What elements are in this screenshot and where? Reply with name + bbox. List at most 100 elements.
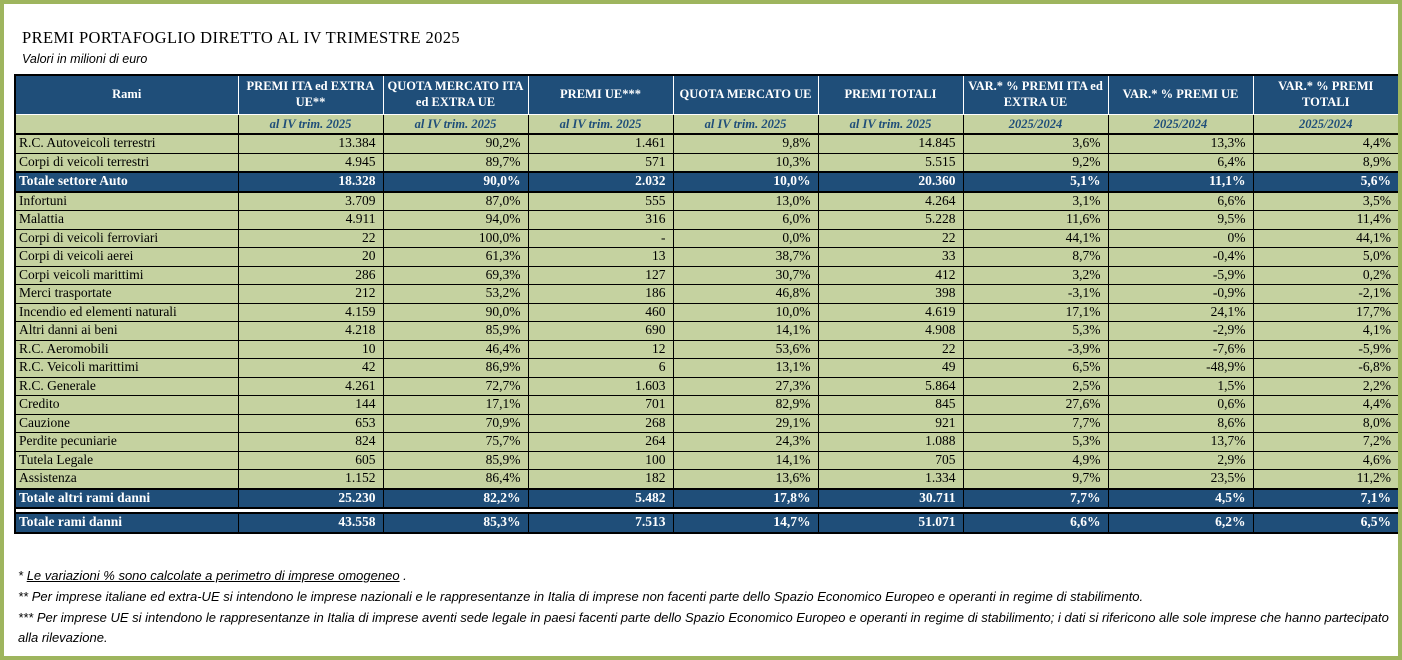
footnote-marker: *** [18, 609, 34, 625]
cell-value: 4.619 [817, 302, 964, 322]
cell-value: 90,0% [382, 302, 529, 322]
cell-value: 20.360 [817, 171, 964, 193]
cell-value: -3,9% [962, 339, 1109, 359]
cell-value: 17,1% [962, 302, 1109, 322]
cell-value: 9,7% [962, 469, 1109, 489]
row-label: Altri danni ai beni [14, 321, 239, 341]
cell-value: 3,6% [962, 133, 1109, 154]
cell-value: 0,6% [1107, 395, 1254, 415]
row-label: R.C. Veicoli marittimi [14, 358, 239, 378]
footnote-text: Per imprese italiane ed extra-UE si inte… [31, 588, 1144, 604]
cell-value: 46,8% [672, 284, 819, 304]
cell-value: 3,1% [962, 191, 1109, 211]
cell-value: 1.088 [817, 432, 964, 452]
cell-value: 10,0% [672, 171, 819, 193]
column-header: QUOTA MERCATO UE [672, 74, 819, 115]
column-subheader: 2025/2024 [962, 114, 1109, 135]
header-row-sub: al IV trim. 2025 al IV trim. 2025 al IV tr… [14, 114, 1398, 135]
cell-value: -0,9% [1107, 284, 1254, 304]
cell-value: 7,1% [1252, 487, 1398, 509]
table-row: R.C. Generale 4.261 72,7% 1.603 27,3% 5.864 2,… [14, 376, 1398, 396]
column-header: VAR.* % PREMI ITA ed EXTRA UE [962, 74, 1109, 115]
table-row: R.C. Veicoli marittimi 42 86,9% 6 13,1% 49 6,5… [14, 358, 1398, 378]
cell-value: 13.384 [237, 133, 384, 154]
cell-value: 4,4% [1252, 395, 1398, 415]
cell-value: 10,0% [672, 302, 819, 322]
cell-value: 7,7% [962, 487, 1109, 509]
cell-value: -5,9% [1107, 265, 1254, 285]
cell-value: 1,5% [1107, 376, 1254, 396]
cell-value: 13,0% [672, 191, 819, 211]
table-row: Corpi di veicoli terrestri 4.945 89,7% 571 1… [14, 152, 1398, 173]
cell-value: 824 [237, 432, 384, 452]
cell-value: 286 [237, 265, 384, 285]
cell-value: 4,6% [1252, 450, 1398, 470]
cell-value: 42 [237, 358, 384, 378]
cell-value: 2,2% [1252, 376, 1398, 396]
cell-value: 90,0% [382, 171, 529, 193]
footnote-marker: * [18, 568, 24, 583]
cell-value: 87,0% [382, 191, 529, 211]
cell-value: 17,7% [1252, 302, 1398, 322]
cell-value: 4.945 [237, 152, 384, 173]
cell-value: 13,6% [672, 469, 819, 489]
cell-value: 5,3% [962, 321, 1109, 341]
table-row: Altri danni ai beni 4.218 85,9% 690 14,1% 4.9… [14, 321, 1398, 341]
cell-value: 75,7% [382, 432, 529, 452]
row-label: R.C. Aeromobili [14, 339, 239, 359]
cell-value: 9,5% [1107, 210, 1254, 230]
total-row: Totale altri rami danni 25.230 82,2% 5.482 1… [14, 487, 1398, 509]
header-row-main: Rami PREMI ITA ed EXTRA UE** QUOTA MERCATO… [14, 74, 1398, 115]
cell-value: 690 [527, 321, 674, 341]
table-row: Tutela Legale 605 85,9% 100 14,1% 705 4,9% 2,9%… [14, 450, 1398, 470]
cell-value: 845 [817, 395, 964, 415]
page-title: PREMI PORTAFOGLIO DIRETTO AL IV TRIMESTR… [22, 28, 461, 47]
cell-value: 13,1% [672, 358, 819, 378]
column-header: QUOTA MERCATO ITA ed EXTRA UE [382, 74, 529, 115]
row-label: Incendio ed elementi naturali [14, 302, 239, 322]
cell-value: 2,9% [1107, 450, 1254, 470]
cell-value: 14,1% [672, 450, 819, 470]
cell-value: 0% [1107, 228, 1254, 248]
cell-value: 11,1% [1107, 171, 1254, 193]
cell-value: 4.264 [817, 191, 964, 211]
cell-value: 7,7% [962, 413, 1109, 433]
table-row: Corpi di veicoli aerei 20 61,3% 13 38,7% 33 8,… [14, 247, 1398, 267]
column-header: Rami [14, 74, 239, 115]
cell-value: 3,2% [962, 265, 1109, 285]
cell-value: 72,7% [382, 376, 529, 396]
cell-value: 2,5% [962, 376, 1109, 396]
table-row: Incendio ed elementi naturali 4.159 90,0% 4… [14, 302, 1398, 322]
cell-value: 2.032 [527, 171, 674, 193]
cell-value: 89,7% [382, 152, 529, 173]
cell-value: 4.261 [237, 376, 384, 396]
cell-value: 921 [817, 413, 964, 433]
cell-value: 6,6% [962, 512, 1109, 534]
footnote-marker: ** [18, 588, 29, 604]
cell-value: 30,7% [672, 265, 819, 285]
cell-value: 3.709 [237, 191, 384, 211]
row-label: Totale altri rami danni [14, 487, 239, 509]
cell-value: 12 [527, 339, 674, 359]
cell-value: 6,4% [1107, 152, 1254, 173]
column-header: PREMI UE*** [527, 74, 674, 115]
row-label: Totale rami danni [14, 512, 239, 534]
footnote-suffix: . [399, 568, 407, 583]
cell-value: 144 [237, 395, 384, 415]
cell-value: 86,4% [382, 469, 529, 489]
cell-value: 11,2% [1252, 469, 1398, 489]
column-subheader: 2025/2024 [1107, 114, 1254, 135]
cell-value: - [527, 228, 674, 248]
cell-value: 70,9% [382, 413, 529, 433]
cell-value: 4,1% [1252, 321, 1398, 341]
cell-value: 18.328 [237, 171, 384, 193]
cell-value: 100 [527, 450, 674, 470]
row-spacer [15, 507, 1398, 514]
cell-value: 5.482 [527, 487, 674, 509]
page-subtitle: Valori in milioni di euro [22, 52, 148, 66]
row-label: Assistenza [14, 469, 239, 489]
cell-value: 17,1% [382, 395, 529, 415]
row-label: R.C. Generale [14, 376, 239, 396]
cell-value: 61,3% [382, 247, 529, 267]
table-row: Merci trasportate 212 53,2% 186 46,8% 398 -3,1… [14, 284, 1398, 304]
